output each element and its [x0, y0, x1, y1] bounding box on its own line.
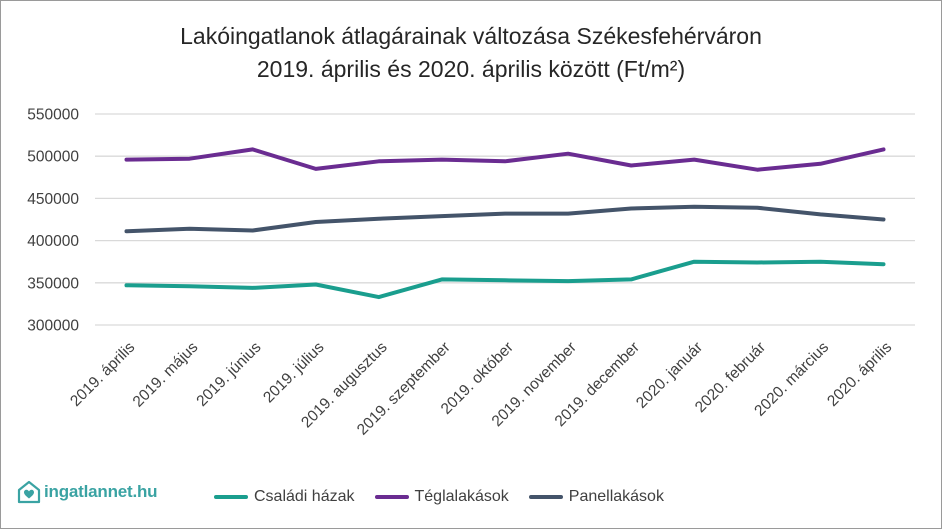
x-tick-label: 2020. április [824, 339, 895, 410]
y-tick-label: 300000 [27, 318, 79, 335]
gridlines [95, 113, 915, 326]
series-lines [124, 147, 886, 300]
legend-swatch-panellakasok [528, 495, 563, 499]
chart-title-line1: Lakóingatlanok átlagárainak változása Sz… [180, 23, 762, 49]
series-line-0 [124, 259, 886, 300]
y-tick-label: 500000 [27, 149, 79, 166]
x-tick-label: 2019. május [130, 339, 202, 411]
logo-text: ingatlannet.hu [44, 482, 158, 501]
chart-title: Lakóingatlanok átlagárainak változása Sz… [0, 20, 942, 86]
y-axis-ticks: 300000 350000 400000 450000 500000 550000 [27, 107, 79, 335]
x-tick-label: 2019. április [67, 339, 138, 410]
legend-swatch-teglalakasok [374, 495, 409, 499]
legend-label-teglalakasok: Téglalakások [414, 488, 509, 505]
chart-legend: Családi házak Téglalakások Panellakások [214, 485, 684, 509]
series-line-1 [124, 147, 886, 172]
y-tick-label: 450000 [27, 191, 79, 208]
chart-title-line2: 2019. április és 2020. április között (F… [256, 56, 686, 82]
legend-swatch-csaladi-hazak [214, 495, 248, 499]
legend-label-panellakasok: Panellakások [568, 488, 664, 505]
house-heart-icon [17, 480, 41, 504]
legend-item-teglalakasok: Téglalakások [374, 488, 509, 506]
ingatlannet-logo: ingatlannet.hu [17, 480, 158, 504]
y-tick-label: 350000 [27, 275, 79, 292]
series-line-2 [124, 204, 886, 234]
y-tick-label: 550000 [27, 107, 79, 124]
legend-item-panellakasok: Panellakások [528, 488, 664, 506]
y-tick-label: 400000 [27, 233, 79, 250]
legend-item-csaladi-hazak: Családi házak [214, 488, 355, 506]
legend-label-csaladi-hazak: Családi házak [254, 488, 355, 505]
x-tick-label: 2019. július [260, 339, 328, 407]
x-tick-label: 2019. június [193, 339, 264, 410]
